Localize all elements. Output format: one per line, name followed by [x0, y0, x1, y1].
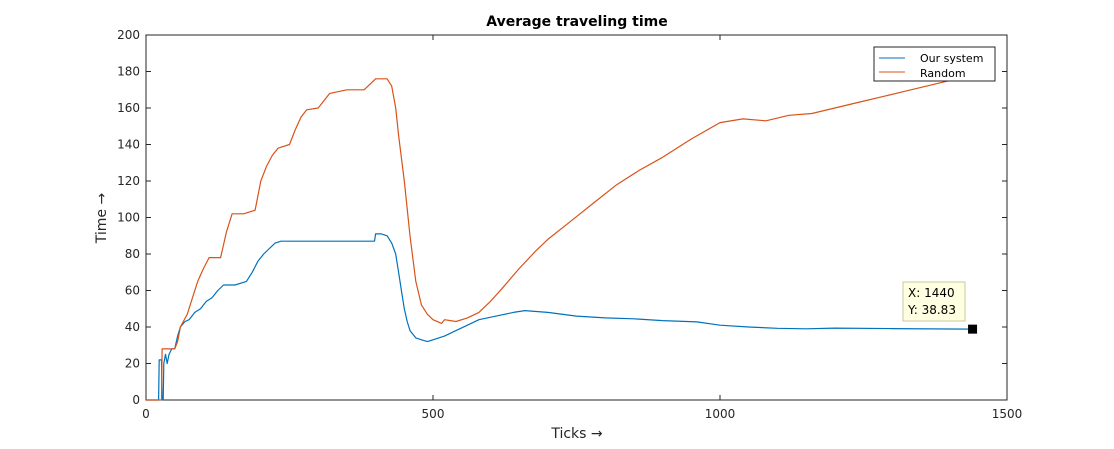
y-tick-label: 140 — [117, 138, 140, 152]
y-tick-label: 200 — [117, 28, 140, 42]
series-lines — [146, 74, 973, 401]
x-axis-label: Ticks → — [550, 426, 603, 442]
y-axis: 0 20 40 60 80 100 120 140 160 180 200 — [117, 28, 1007, 407]
y-tick-label: 40 — [125, 320, 140, 334]
y-tick-label: 120 — [117, 174, 140, 188]
data-tip-x: X: 1440 — [908, 286, 955, 300]
y-tick-label: 80 — [125, 247, 140, 261]
chart-title: Average traveling time — [486, 14, 667, 30]
data-tip[interactable]: X: 1440 Y: 38.83 — [902, 281, 978, 334]
data-tip-marker[interactable] — [968, 324, 978, 334]
x-tick-label: 0 — [142, 407, 150, 421]
x-axis: 0 500 1000 1500 — [142, 35, 1022, 421]
y-tick-label: 180 — [117, 65, 140, 79]
plot-area — [145, 34, 1008, 401]
x-tick-label: 500 — [422, 407, 445, 421]
legend-label-our-system: Our system — [920, 52, 983, 65]
legend-label-random: Random — [920, 67, 966, 80]
y-tick-label: 20 — [125, 357, 140, 371]
legend[interactable]: Our system Random — [873, 46, 996, 82]
x-tick-label: 1000 — [705, 407, 736, 421]
x-tick-label: 1500 — [992, 407, 1023, 421]
series-line-random — [146, 74, 973, 401]
y-axis-label: Time → — [94, 193, 110, 245]
data-tip-y: Y: 38.83 — [907, 303, 956, 317]
y-tick-label: 60 — [125, 284, 140, 298]
data-tip-box — [902, 281, 966, 322]
y-tick-label: 160 — [117, 101, 140, 115]
legend-box — [873, 46, 996, 82]
y-tick-label: 100 — [117, 211, 140, 225]
y-tick-label: 0 — [132, 393, 140, 407]
